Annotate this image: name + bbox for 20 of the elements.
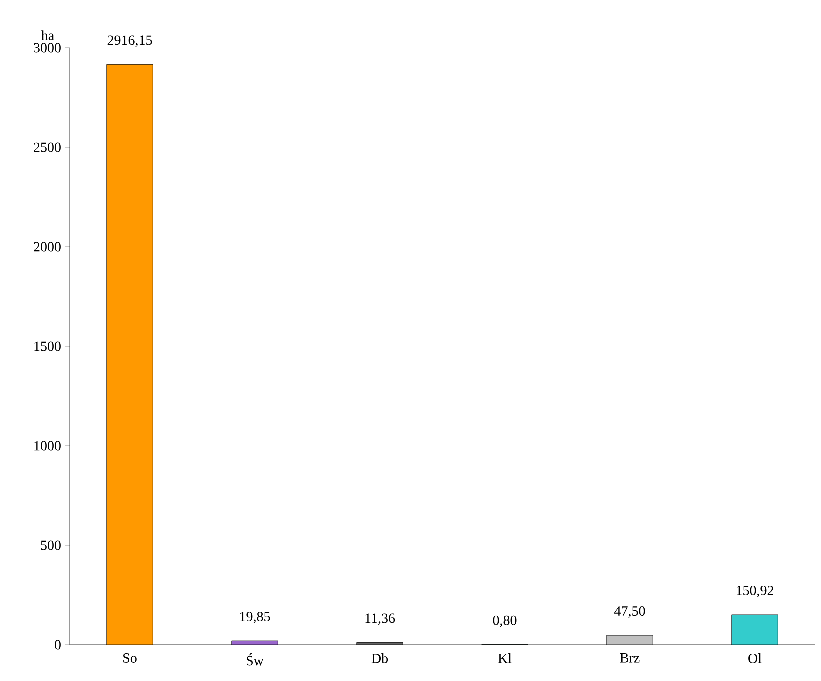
y-tick-label: 3000 bbox=[34, 43, 61, 53]
data-label: 150,92 bbox=[736, 586, 774, 598]
y-tick-label: 2500 bbox=[34, 142, 61, 152]
y-tick-label: 2000 bbox=[34, 242, 61, 252]
x-tick-label: Św bbox=[247, 654, 264, 666]
y-axis-title: ha bbox=[42, 30, 54, 40]
y-tick-label: 0 bbox=[55, 640, 61, 650]
y-tick-label: 1500 bbox=[34, 342, 61, 352]
y-tick-label: 500 bbox=[41, 540, 61, 550]
x-tick-label: Brz bbox=[620, 654, 640, 663]
data-label: 0,80 bbox=[493, 616, 517, 628]
data-label: 47,50 bbox=[614, 606, 646, 618]
data-label: 2916,15 bbox=[108, 36, 152, 48]
x-tick-label: Ol bbox=[748, 654, 762, 664]
x-tick-label: Db bbox=[372, 654, 388, 664]
x-tick-label: So bbox=[124, 654, 137, 663]
y-tick-label: 1000 bbox=[34, 441, 61, 451]
x-tick-label: Kl bbox=[498, 654, 512, 664]
data-label: 19,85 bbox=[240, 612, 270, 624]
data-label: 11,36 bbox=[366, 614, 396, 626]
